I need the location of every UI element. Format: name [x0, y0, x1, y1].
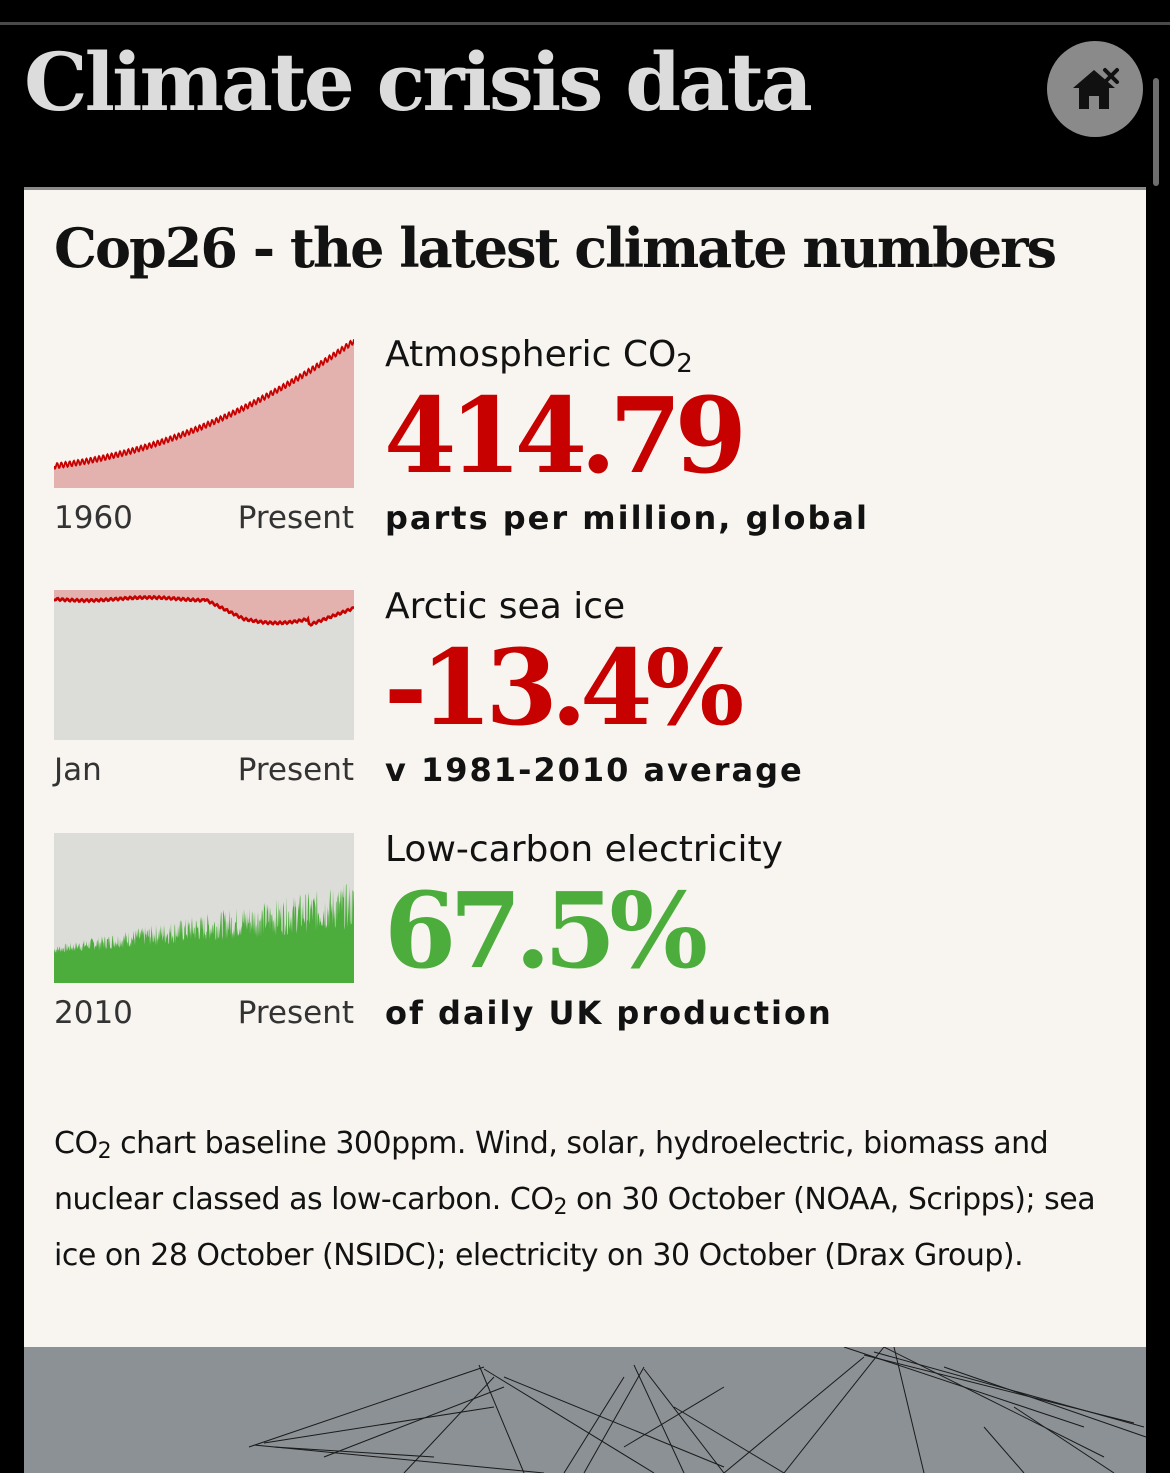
banner-line-19 — [983, 1426, 1025, 1473]
co2-label: Atmospheric CO2 — [385, 334, 693, 379]
home-button[interactable] — [1047, 41, 1143, 137]
sea-ice-sparkline — [54, 590, 354, 740]
top-rule — [0, 22, 1170, 25]
co2-value: 414.79 — [384, 374, 747, 497]
banner-line-23 — [623, 1386, 725, 1448]
low-carbon-label: Low-carbon electricity — [385, 829, 783, 870]
sea-ice-unit: v 1981-2010 average — [385, 751, 804, 789]
banner-line-7 — [583, 1366, 645, 1473]
co2-unit: parts per million, global — [385, 499, 869, 537]
home-close-icon — [1073, 68, 1119, 109]
decorative-banner — [24, 1347, 1146, 1473]
co2-axis-end: Present — [237, 500, 354, 536]
banner-line-6 — [503, 1376, 725, 1468]
metric-sea-ice: Jan Present Arctic sea ice -13.4% v 1981… — [24, 586, 1146, 800]
banner-line-9 — [633, 1364, 685, 1473]
sea-ice-line — [54, 594, 354, 627]
banner-line-1 — [253, 1444, 545, 1473]
banner-line-12 — [783, 1347, 885, 1473]
banner-line-4 — [483, 1368, 655, 1473]
banner-line-11 — [723, 1356, 865, 1473]
co2-line — [54, 339, 354, 471]
climate-card: Cop26 - the latest climate numbers 1960 … — [24, 187, 1146, 1347]
sea-ice-deficit-area — [54, 590, 354, 626]
scrollbar[interactable] — [1153, 78, 1159, 186]
banner-line-5 — [323, 1386, 505, 1458]
banner-line-18 — [1013, 1406, 1115, 1473]
co2-sparkline — [54, 339, 354, 488]
page-title: Climate crisis data — [24, 35, 813, 129]
card-title: Cop26 - the latest climate numbers — [54, 216, 1057, 280]
low-carbon-sparkline — [54, 833, 354, 983]
banner-line-8 — [643, 1368, 725, 1473]
metric-low-carbon: 2010 Present Low-carbon electricity 67.5… — [24, 829, 1146, 1043]
footnote: CO2 chart baseline 300ppm. Wind, solar, … — [54, 1126, 1096, 1273]
low-carbon-value: 67.5% — [384, 869, 708, 992]
banner-line-24 — [873, 1351, 1145, 1428]
sea-ice-value: -13.4% — [384, 626, 744, 749]
banner-line-16 — [893, 1347, 925, 1473]
banner-line-21 — [273, 1446, 435, 1458]
co2-axis-start: 1960 — [54, 500, 133, 536]
banner-line-2 — [263, 1406, 495, 1444]
sea-ice-axis-start: Jan — [54, 752, 102, 788]
banner-line-17 — [943, 1366, 1146, 1438]
low-carbon-unit: of daily UK production — [385, 994, 833, 1032]
metric-co2: 1960 Present Atmospheric CO2 414.79 part… — [24, 334, 1146, 548]
sea-ice-axis-end: Present — [237, 752, 354, 788]
low-carbon-axis-start: 2010 — [54, 995, 133, 1031]
co2-area — [54, 339, 354, 488]
line-pattern-graphic — [248, 1347, 1146, 1473]
banner-line-20 — [403, 1376, 495, 1473]
banner-line-10 — [563, 1376, 625, 1473]
low-carbon-axis-end: Present — [237, 995, 354, 1031]
banner-line-22 — [673, 1406, 785, 1473]
banner-line-0 — [248, 1366, 485, 1448]
low-carbon-area — [54, 884, 354, 983]
banner-line-3 — [478, 1364, 525, 1473]
sea-ice-label: Arctic sea ice — [385, 586, 626, 627]
